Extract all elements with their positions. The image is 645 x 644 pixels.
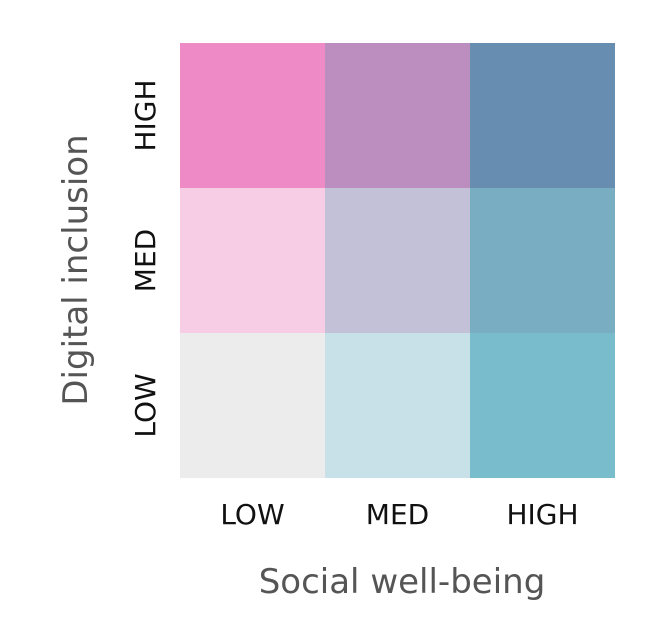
x-tick-label-high: HIGH [506, 498, 578, 531]
heatmap-cell-med-med [325, 188, 470, 333]
heatmap-cell-med-low [325, 333, 470, 478]
heatmap-cell-high-med [470, 188, 615, 333]
heatmap-cell-med-high [325, 43, 470, 188]
heatmap-cell-high-low [470, 333, 615, 478]
heatmap-cell-low-high [180, 43, 325, 188]
x-tick-labels: LOW MED HIGH [220, 498, 578, 531]
heatmap-cell-low-med [180, 188, 325, 333]
y-tick-label-med: MED [129, 229, 162, 292]
y-axis-title: Digital inclusion [56, 134, 96, 405]
heatmap-cell-low-low [180, 333, 325, 478]
x-tick-label-low: LOW [220, 498, 284, 531]
y-tick-labels: LOW MED HIGH [129, 79, 162, 437]
y-tick-label-low: LOW [129, 373, 162, 437]
y-tick-label-high: HIGH [129, 79, 162, 151]
x-tick-label-med: MED [366, 498, 429, 531]
heatmap-cells [180, 43, 615, 478]
heatmap-cell-high-high [470, 43, 615, 188]
x-axis-title: Social well-being [259, 562, 546, 602]
